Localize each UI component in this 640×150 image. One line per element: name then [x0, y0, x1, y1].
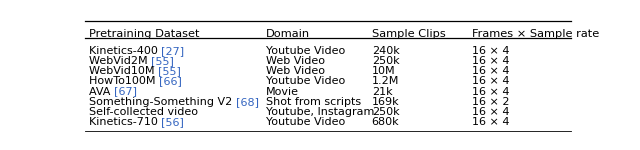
Text: Self-collected video: Self-collected video [89, 107, 198, 117]
Text: 1.2M: 1.2M [372, 76, 399, 86]
Text: Domain: Domain [266, 29, 310, 39]
Text: 10M: 10M [372, 66, 396, 76]
Text: 16 × 4: 16 × 4 [472, 46, 509, 56]
Text: [67]: [67] [114, 87, 137, 97]
Text: Youtube Video: Youtube Video [266, 117, 345, 127]
Text: [55]: [55] [158, 66, 181, 76]
Text: 16 × 4: 16 × 4 [472, 66, 509, 76]
Text: 169k: 169k [372, 97, 399, 107]
Text: 240k: 240k [372, 46, 399, 56]
Text: Web Video: Web Video [266, 66, 325, 76]
Text: [68]: [68] [236, 97, 259, 107]
Text: Pretraining Dataset: Pretraining Dataset [89, 29, 200, 39]
Text: Sample Clips: Sample Clips [372, 29, 445, 39]
Text: Movie: Movie [266, 87, 299, 97]
Text: WebVid2M: WebVid2M [89, 56, 151, 66]
Text: Kinetics-400: Kinetics-400 [89, 46, 161, 56]
Text: 16 × 4: 16 × 4 [472, 107, 509, 117]
Text: Youtube Video: Youtube Video [266, 76, 345, 86]
Text: 250k: 250k [372, 107, 399, 117]
Text: 16 × 4: 16 × 4 [472, 87, 509, 97]
Text: AVA: AVA [89, 87, 114, 97]
Text: WebVid10M: WebVid10M [89, 66, 158, 76]
Text: 16 × 2: 16 × 2 [472, 97, 509, 107]
Text: 16 × 4: 16 × 4 [472, 56, 509, 66]
Text: Youtube, Instagram: Youtube, Instagram [266, 107, 374, 117]
Text: 21k: 21k [372, 87, 392, 97]
Text: [27]: [27] [161, 46, 184, 56]
Text: [55]: [55] [151, 56, 174, 66]
Text: Something-Something V2: Something-Something V2 [89, 97, 236, 107]
Text: 250k: 250k [372, 56, 399, 66]
Text: [66]: [66] [159, 76, 182, 86]
Text: 16 × 4: 16 × 4 [472, 117, 509, 127]
Text: Kinetics-710: Kinetics-710 [89, 117, 161, 127]
Text: 680k: 680k [372, 117, 399, 127]
Text: [56]: [56] [161, 117, 184, 127]
Text: 16 × 4: 16 × 4 [472, 76, 509, 86]
Text: Frames × Sample rate: Frames × Sample rate [472, 29, 599, 39]
Text: Shot from scripts: Shot from scripts [266, 97, 361, 107]
Text: Web Video: Web Video [266, 56, 325, 66]
Text: Youtube Video: Youtube Video [266, 46, 345, 56]
Text: HowTo100M: HowTo100M [89, 76, 159, 86]
